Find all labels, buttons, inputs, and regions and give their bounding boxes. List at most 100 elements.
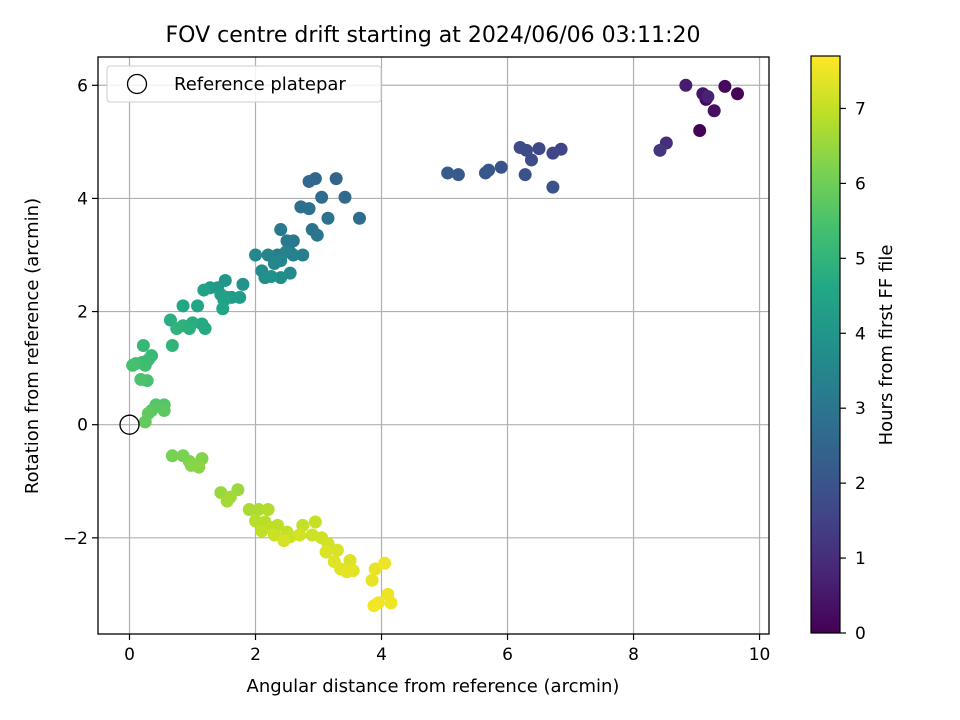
colorbar-tick-label: 4 bbox=[855, 324, 866, 344]
data-point bbox=[352, 211, 366, 225]
data-point bbox=[730, 87, 744, 101]
colorbar-tick-label: 6 bbox=[855, 174, 866, 194]
data-point bbox=[451, 168, 465, 182]
data-point bbox=[197, 283, 211, 297]
y-axis-label: Rotation from reference (arcmin) bbox=[22, 198, 43, 494]
data-point bbox=[384, 596, 398, 610]
data-point bbox=[378, 556, 392, 570]
data-point bbox=[242, 503, 256, 517]
data-point bbox=[134, 372, 148, 386]
data-point bbox=[441, 166, 455, 180]
data-point bbox=[296, 248, 310, 262]
legend: Reference platepar bbox=[106, 65, 382, 103]
reference-marker-layer bbox=[119, 414, 140, 435]
data-point bbox=[368, 562, 382, 576]
x-tick-label: 4 bbox=[376, 645, 387, 665]
x-axis-label: Angular distance from reference (arcmin) bbox=[247, 676, 620, 697]
reference-platepar-marker bbox=[119, 414, 140, 435]
data-point bbox=[280, 234, 294, 248]
y-tick-label: 6 bbox=[77, 76, 88, 96]
data-point bbox=[365, 573, 379, 587]
data-point bbox=[191, 299, 205, 313]
data-point bbox=[494, 160, 508, 174]
y-axis-ticks: −2 0 2 4 6 bbox=[63, 76, 98, 549]
data-point bbox=[170, 322, 184, 336]
colorbar bbox=[810, 55, 841, 634]
y-tick-label: 4 bbox=[77, 189, 88, 209]
data-point bbox=[264, 269, 278, 283]
data-point bbox=[274, 254, 288, 268]
legend-entry-reference: Reference platepar bbox=[174, 74, 346, 95]
y-tick-label: 0 bbox=[77, 416, 88, 436]
data-point bbox=[176, 299, 190, 313]
data-point bbox=[249, 514, 263, 528]
data-point bbox=[343, 553, 357, 567]
colorbar-tick-label: 3 bbox=[855, 399, 866, 419]
data-point bbox=[482, 163, 496, 177]
legend-marker bbox=[126, 73, 148, 95]
y-tick-label: 2 bbox=[77, 303, 88, 323]
data-point bbox=[249, 248, 263, 262]
colorbar-label: Hours from first FF file bbox=[876, 245, 897, 446]
data-point bbox=[310, 228, 324, 242]
data-point bbox=[518, 168, 532, 182]
data-point bbox=[707, 104, 721, 118]
colorbar-tick-label: 7 bbox=[855, 99, 866, 119]
data-point bbox=[367, 599, 381, 613]
data-points bbox=[126, 78, 744, 613]
data-point bbox=[192, 460, 206, 474]
x-tick-label: 10 bbox=[749, 645, 771, 665]
data-point bbox=[293, 528, 307, 542]
x-axis-ticks: 0 2 4 6 8 10 bbox=[124, 634, 770, 665]
data-point bbox=[513, 141, 527, 155]
data-point bbox=[126, 358, 140, 372]
data-point bbox=[679, 78, 693, 92]
data-point bbox=[653, 143, 667, 157]
data-point bbox=[220, 494, 234, 508]
data-point bbox=[136, 339, 150, 352]
colorbar-tick-label: 1 bbox=[855, 549, 866, 569]
colorbar-ticks: 0 1 2 3 4 5 6 7 bbox=[840, 99, 866, 644]
data-point bbox=[165, 449, 179, 463]
data-point bbox=[329, 172, 343, 186]
data-point bbox=[216, 302, 230, 316]
data-point bbox=[138, 415, 152, 429]
data-point bbox=[267, 528, 281, 542]
y-tick-label: −2 bbox=[63, 529, 88, 549]
x-tick-label: 0 bbox=[124, 645, 135, 665]
data-point bbox=[157, 404, 171, 418]
data-point bbox=[701, 90, 715, 104]
data-point bbox=[233, 290, 247, 304]
plot-frame bbox=[97, 56, 770, 635]
data-point bbox=[236, 277, 250, 291]
data-point bbox=[718, 79, 732, 93]
data-point bbox=[277, 534, 291, 548]
data-point bbox=[330, 543, 344, 557]
colorbar-tick-label: 5 bbox=[855, 249, 866, 269]
data-point bbox=[165, 339, 179, 352]
data-point bbox=[346, 564, 360, 578]
data-point bbox=[321, 211, 335, 225]
data-point bbox=[308, 515, 322, 529]
data-point bbox=[338, 190, 352, 204]
data-point bbox=[302, 202, 316, 216]
data-point bbox=[532, 142, 546, 156]
x-tick-label: 2 bbox=[250, 645, 261, 665]
data-point bbox=[693, 124, 707, 138]
x-tick-label: 6 bbox=[502, 645, 513, 665]
data-point bbox=[198, 322, 212, 336]
data-point bbox=[274, 223, 288, 237]
data-point bbox=[546, 146, 560, 160]
data-point bbox=[261, 503, 275, 517]
colorbar-tick-label: 2 bbox=[855, 474, 866, 494]
data-point bbox=[315, 190, 329, 204]
data-point bbox=[252, 503, 266, 517]
chart-title: FOV centre drift starting at 2024/06/06 … bbox=[166, 23, 701, 48]
data-point bbox=[302, 174, 316, 188]
data-point bbox=[274, 271, 288, 285]
x-tick-label: 8 bbox=[628, 645, 639, 665]
data-point bbox=[319, 545, 333, 559]
legend-box bbox=[106, 65, 382, 103]
colorbar-tick-label: 0 bbox=[855, 624, 866, 644]
